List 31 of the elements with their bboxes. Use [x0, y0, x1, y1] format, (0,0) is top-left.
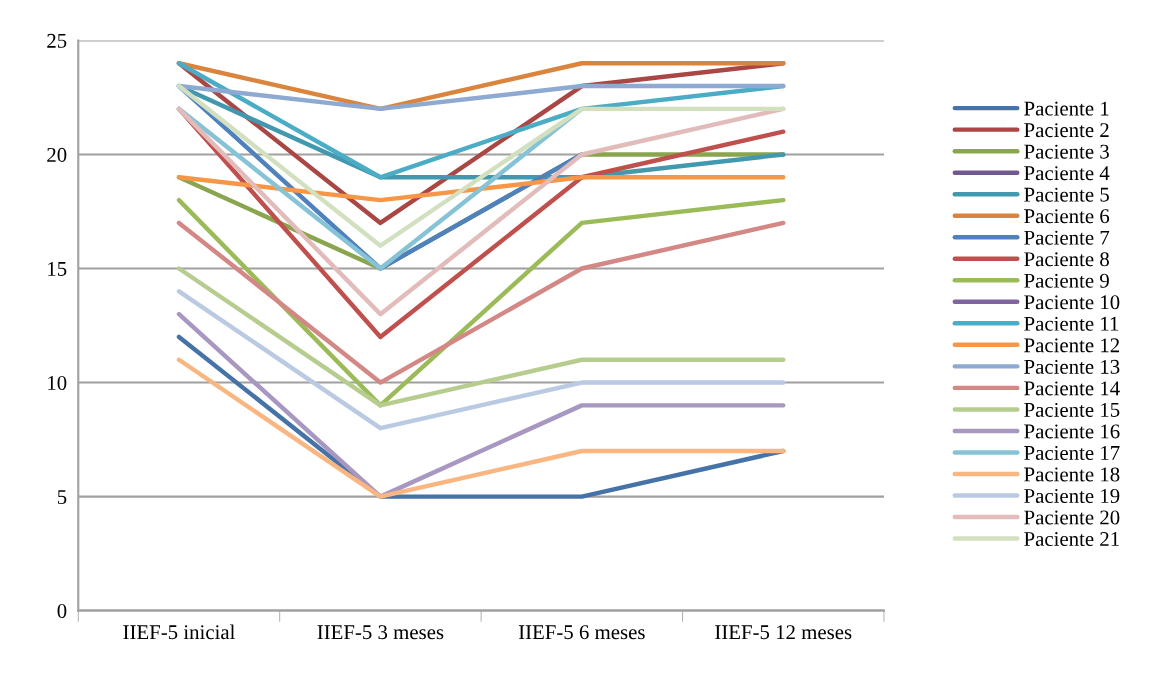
legend-label: Paciente 1 — [1024, 101, 1109, 116]
legend-label: Paciente 7 — [1024, 230, 1110, 245]
legend-label: Paciente 2 — [1024, 123, 1109, 138]
legend-label: Paciente 20 — [1024, 510, 1120, 525]
legend-label: Paciente 18 — [1024, 467, 1120, 482]
y-tick-label: 10 — [48, 375, 67, 390]
legend-label: Paciente 6 — [1024, 209, 1110, 224]
x-tick-label: IIEF-5 3 meses — [317, 625, 444, 640]
legend-label: Paciente 3 — [1024, 144, 1109, 159]
legend-label: Paciente 8 — [1024, 252, 1109, 267]
legend-label: Paciente 14 — [1024, 381, 1120, 396]
legend-label: Paciente 5 — [1024, 187, 1109, 202]
legend-label: Paciente 15 — [1024, 402, 1120, 417]
y-tick-label: 0 — [57, 604, 67, 619]
legend-label: Paciente 11 — [1024, 316, 1119, 331]
y-tick-label: 25 — [47, 33, 67, 48]
x-tick-label: IIEF-5 12 meses — [715, 625, 852, 640]
x-tick-label: IIEF-5 6 meses — [518, 625, 645, 640]
legend-label: Paciente 10 — [1024, 295, 1120, 310]
legend-label: Paciente 19 — [1024, 488, 1120, 503]
legend-label: Paciente 12 — [1024, 338, 1120, 353]
x-tick-label: IIEF-5 inicial — [123, 624, 235, 640]
legend-label: Paciente 9 — [1024, 273, 1109, 288]
legend-label: Paciente 16 — [1024, 424, 1120, 439]
legend-label: Paciente 17 — [1024, 445, 1120, 460]
legend-label: Paciente 21 — [1024, 532, 1119, 547]
legend-label: Paciente 4 — [1024, 166, 1110, 181]
legend-label: Paciente 13 — [1024, 359, 1120, 374]
y-tick-label: 5 — [57, 490, 67, 505]
y-tick-label: 15 — [48, 262, 67, 276]
y-tick-label: 20 — [47, 147, 67, 162]
